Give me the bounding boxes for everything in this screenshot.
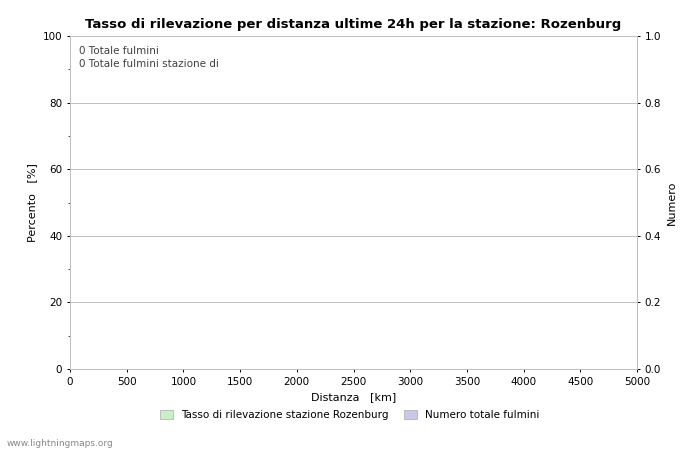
X-axis label: Distanza   [km]: Distanza [km] [311,392,396,402]
Legend: Tasso di rilevazione stazione Rozenburg, Numero totale fulmini: Tasso di rilevazione stazione Rozenburg,… [156,406,544,424]
Text: www.lightningmaps.org: www.lightningmaps.org [7,439,113,448]
Text: 0 Totale fulmini
0 Totale fulmini stazione di: 0 Totale fulmini 0 Totale fulmini stazio… [78,46,218,69]
Y-axis label: Numero: Numero [666,180,677,225]
Y-axis label: Percento   [%]: Percento [%] [27,163,37,242]
Title: Tasso di rilevazione per distanza ultime 24h per la stazione: Rozenburg: Tasso di rilevazione per distanza ultime… [85,18,622,31]
